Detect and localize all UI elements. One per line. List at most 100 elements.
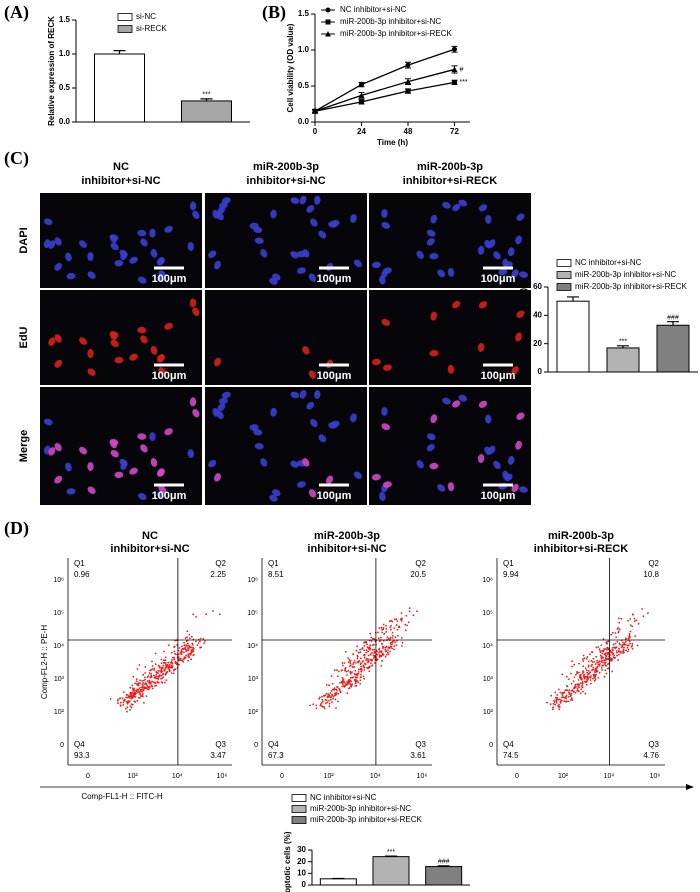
row-label: EdU [18,326,30,348]
event-dot [116,699,119,701]
event-dot [347,657,349,659]
event-dot [378,655,381,658]
event-dot [332,695,335,698]
event-dot [591,663,593,666]
event-dot [554,703,556,706]
event-dot [178,653,180,655]
quadrant-name: Q4 [503,740,514,749]
event-dot [325,684,328,686]
cell-nucleus [158,270,167,279]
event-dot [119,701,122,704]
event-dot [150,673,153,675]
event-dot [165,672,168,675]
event-dot [628,632,631,635]
event-dot [193,654,195,656]
cell-nucleus [48,447,56,456]
cell-nucleus [430,414,438,424]
event-dot [130,706,133,709]
cell-nucleus [478,204,488,212]
event-dot [189,637,191,640]
event-dot [585,681,587,684]
event-dot [144,676,146,679]
cell-nucleus [308,489,317,498]
event-dot [607,640,610,643]
flow-x-tick-label: 10⁴ [172,773,183,780]
event-dot [604,657,607,659]
event-dot [412,614,415,617]
cell-nucleus [328,422,338,429]
event-dot [319,704,322,707]
cell-nucleus [65,462,72,472]
significance-label: *** [202,92,210,99]
event-dot [372,654,375,657]
event-dot [165,679,168,681]
event-dot [154,652,157,655]
legend-marker [325,7,331,13]
event-dot [355,680,358,683]
event-dot [569,695,572,697]
event-dot [176,663,178,666]
event-dot [593,676,596,679]
flow-y-tick-label: 10⁵ [53,610,64,617]
event-dot [360,670,363,673]
quadrant-value: 9.94 [503,570,519,579]
event-dot [185,644,188,646]
cell-nucleus [119,249,128,258]
quadrant-value: 93.3 [74,751,90,760]
event-dot [323,706,325,708]
event-dot [589,653,591,656]
y-tick-label: 1.0 [59,49,71,58]
event-dot [161,677,163,680]
event-dot [595,655,598,658]
event-dot [623,643,625,646]
legend-swatch [291,805,307,813]
cell-nucleus [381,221,391,229]
event-dot [126,701,129,704]
flow-x-tick-label: 10² [128,773,139,780]
flow-arrowhead [686,784,694,790]
event-dot [333,688,336,691]
event-dot [148,686,151,688]
event-dot [570,672,572,675]
event-dot [352,661,355,664]
event-dot [566,675,568,678]
event-dot [168,663,171,666]
event-dot [393,645,396,647]
event-dot [592,673,595,676]
cell-nucleus [129,256,138,264]
event-dot [346,692,349,695]
cell-nucleus [458,199,468,207]
event-dot [162,661,165,664]
event-dot [164,656,167,659]
cell-nucleus [54,359,63,368]
cell-nucleus [507,455,515,465]
event-dot [582,658,584,661]
event-dot [629,618,632,620]
event-dot [600,644,603,646]
event-dot [153,667,156,670]
event-dot [122,701,125,704]
y-tick-label: 0 [302,880,307,889]
event-dot [575,673,577,676]
event-dot [353,666,355,668]
event-dot [151,687,154,690]
event-dot [571,697,573,699]
cell-nucleus [299,390,307,399]
cell-nucleus [477,245,485,255]
event-dot [607,663,609,666]
quadrant-name: Q1 [503,559,514,568]
event-dot [373,643,375,646]
event-dot [381,645,384,648]
cell-nucleus [140,238,148,247]
event-dot [356,645,358,648]
event-dot [551,708,554,711]
event-dot [622,651,624,653]
event-dot [187,644,190,647]
event-dot [599,651,602,654]
cell-nucleus [187,449,195,459]
cell-nucleus [129,467,138,475]
event-dot [200,646,203,649]
event-dot [587,660,590,663]
cell-nucleus [382,481,392,488]
event-dot [371,652,373,654]
